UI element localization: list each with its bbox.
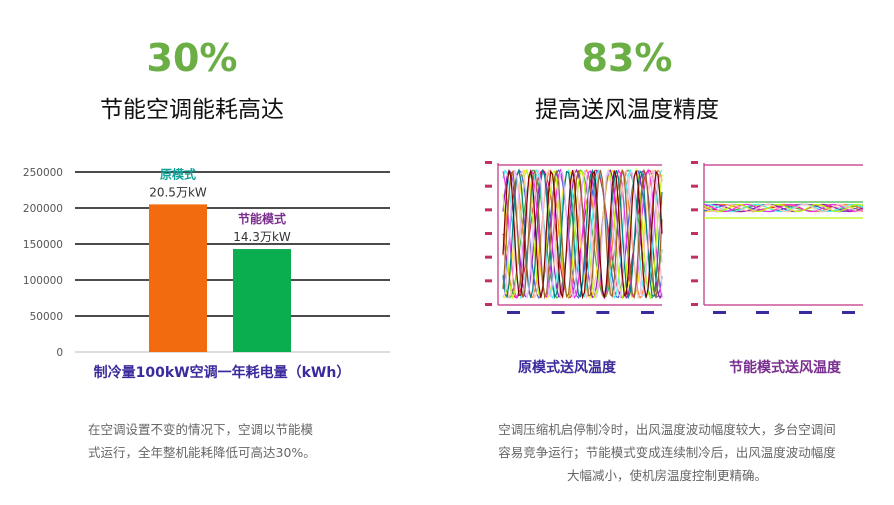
y-tick-mark [485, 208, 492, 212]
bar-chart-x-axis-label: 制冷量100kW空调一年耗电量（kWh） [94, 364, 351, 381]
series-line [502, 168, 663, 300]
x-tick-mark [799, 311, 812, 314]
y-tick-mark [485, 255, 492, 259]
y-tick-mark [691, 161, 698, 164]
original-chart-axes [485, 161, 662, 314]
y-tick-mark [485, 184, 492, 188]
accuracy-title: 提高送风温度精度 [535, 97, 719, 123]
bar-value-label: 14.3万kW [233, 230, 291, 244]
energy-mode-caption: 节能模式送风温度 [729, 360, 841, 376]
y-tick-label: 250000 [23, 167, 63, 179]
description-line: 式运行，全年整机能耗降低可高达30%。 [88, 445, 316, 460]
energy-mode-temp-chart [691, 161, 864, 314]
energy-chart-axes [691, 161, 863, 314]
series-line [502, 168, 663, 300]
y-tick-label: 100000 [23, 275, 63, 287]
original-mode-caption: 原模式送风温度 [518, 360, 616, 376]
energy-saving-percent: 30% [146, 36, 238, 80]
x-tick-mark [596, 311, 610, 314]
description-line: 大幅减小，使机房温度控制更精确。 [566, 468, 767, 483]
energy-saving-title: 节能空调能耗高达 [100, 97, 284, 123]
bar [233, 249, 291, 352]
description-line: 空调压缩机启停制冷时，出风温度波动幅度较大，多台空调间 [498, 422, 836, 437]
y-tick-mark [691, 303, 698, 306]
description-line: 容易竞争运行；节能模式变成连续制冷后，出风温度波动幅度 [498, 445, 836, 460]
bar-category-label: 原模式 [160, 166, 196, 181]
series-line [703, 203, 864, 213]
bar-chart-labels: 20.5万kW 原模式 14.3万kW 节能模式 [149, 166, 291, 244]
energy-chart-series [703, 201, 864, 219]
y-tick-mark [691, 279, 698, 283]
y-tick-mark [691, 208, 698, 212]
series-line [502, 168, 663, 299]
accuracy-description: 空调压缩机启停制冷时，出风温度波动幅度较大，多台空调间 容易竞争运行；节能模式变… [487, 418, 847, 487]
series-line [502, 169, 663, 300]
x-tick-mark [713, 311, 726, 314]
original-mode-temp-chart [485, 161, 663, 314]
bar-value-label: 20.5万kW [149, 185, 207, 199]
y-tick-label: 150000 [23, 239, 63, 251]
accuracy-percent: 83% [581, 36, 673, 80]
x-tick-mark [842, 311, 855, 314]
y-tick-label: 200000 [23, 203, 63, 215]
x-tick-mark [641, 311, 654, 314]
energy-bar-chart: 250000 200000 150000 100000 50000 0 20.5万kW 原模… [23, 166, 390, 381]
description-line: 在空调设置不变的情况下，空调以节能模 [88, 422, 314, 437]
bar [149, 204, 207, 352]
energy-saving-description: 在空调设置不变的情况下，空调以节能模 式运行，全年整机能耗降低可高达30%。 [88, 418, 388, 464]
bar-chart-gridlines [75, 171, 390, 353]
series-line [502, 168, 663, 300]
y-tick-mark [691, 184, 698, 188]
y-tick-label: 0 [56, 347, 63, 359]
original-chart-series [502, 168, 663, 300]
y-tick-mark [691, 232, 698, 235]
x-tick-mark [756, 311, 769, 314]
y-tick-mark [485, 303, 492, 306]
series-line [703, 203, 864, 213]
y-tick-mark [485, 232, 492, 235]
series-line [703, 203, 864, 213]
y-tick-label: 50000 [30, 311, 63, 323]
bar-category-label: 节能模式 [238, 211, 286, 226]
bar-chart-bars [149, 204, 291, 352]
y-tick-mark [485, 161, 492, 164]
bar-chart-y-ticks: 250000 200000 150000 100000 50000 0 [23, 167, 63, 359]
y-tick-mark [485, 279, 492, 283]
y-tick-mark [691, 255, 698, 259]
x-tick-mark [507, 311, 520, 314]
x-tick-mark [551, 311, 565, 314]
